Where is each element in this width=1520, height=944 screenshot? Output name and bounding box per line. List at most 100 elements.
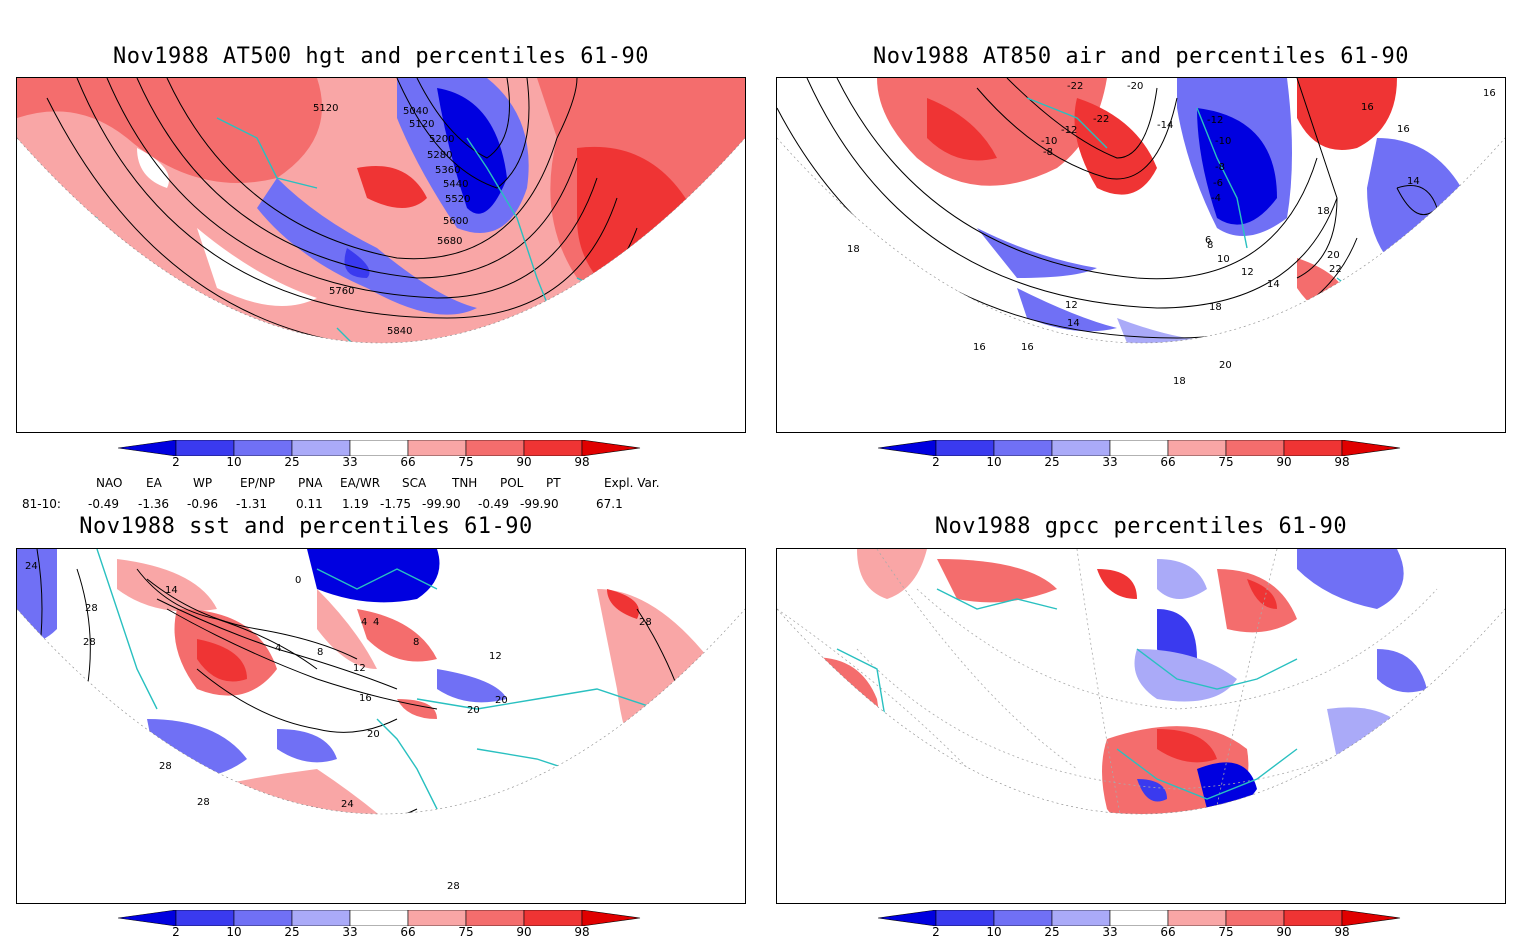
colorbar-swatch [523, 440, 583, 456]
colorbar-label: 66 [400, 455, 416, 469]
colorbar-swatch [1225, 440, 1285, 456]
colorbar-label: 66 [400, 925, 416, 939]
index-header: PT [546, 476, 561, 490]
contour-label: 12 [353, 663, 366, 674]
contour-label: 8 [413, 637, 419, 648]
contour-label: 5680 [437, 236, 462, 247]
colorbar-swatches [118, 910, 641, 926]
contour-label: 5200 [429, 134, 454, 145]
contour-label: -20 [1127, 81, 1143, 92]
contour-label: -14 [1157, 120, 1173, 131]
title-air850: Nov1988 AT850 air and percentiles 61-90 [872, 44, 1410, 69]
colorbar-swatch [1109, 910, 1169, 926]
index-value: 0.11 [296, 497, 323, 511]
contour-label: 10 [1217, 254, 1230, 265]
map-air850: -22 -20 -12 -10 -8 -22 -14 -12 -10 -8 -6… [776, 77, 1506, 433]
colorbar-swatches [878, 440, 1401, 456]
colorbar-swatch [993, 910, 1053, 926]
map-hgt500: 5120 5040 5120 5200 5280 5360 5440 5520 … [16, 77, 746, 433]
colorbar-hgt500: 2 10 25 33 66 75 90 98 [118, 440, 642, 474]
colorbar-label: 2 [172, 925, 180, 939]
contour-label: 20 [495, 695, 508, 706]
contour-label: -12 [1207, 115, 1223, 126]
colorbar-label: 98 [1334, 455, 1350, 469]
colorbar-swatch [1051, 440, 1111, 456]
colorbar-label: 10 [986, 925, 1002, 939]
contour-label: 22 [1329, 264, 1342, 275]
contour-label: 18 [1209, 302, 1222, 313]
index-header: PNA [298, 476, 323, 490]
colorbar-swatch [935, 910, 995, 926]
colorbar-swatch [233, 910, 293, 926]
colorbar-swatch [349, 440, 409, 456]
colorbar-swatch [291, 440, 351, 456]
contour-label: 18 [1317, 206, 1330, 217]
contour-label: 16 [1397, 124, 1410, 135]
colorbar-swatch [291, 910, 351, 926]
colorbar-label: 33 [342, 455, 358, 469]
index-header: TNH [452, 476, 478, 490]
map-gpcc-svg [777, 549, 1505, 815]
colorbar-swatch [1341, 440, 1401, 456]
contour-label: 5040 [403, 106, 428, 117]
index-header: POL [500, 476, 524, 490]
index-header: EA/WR [340, 476, 381, 490]
contour-label: 5840 [387, 326, 412, 337]
contour-label: 28 [639, 617, 652, 628]
colorbar-label: 25 [1044, 455, 1060, 469]
colorbar-label: 10 [226, 455, 242, 469]
colorbar-label: 98 [574, 455, 590, 469]
colorbar-air850: 2 10 25 33 66 75 90 98 [878, 440, 1402, 474]
contour-label: 5280 [427, 150, 452, 161]
colorbar-swatches [118, 440, 641, 456]
contour-label: 14 [1267, 279, 1280, 290]
colorbar-swatch [935, 440, 995, 456]
contour-label: 20 [367, 729, 380, 740]
contour-label: -10 [1215, 136, 1231, 147]
colorbar-swatch [1051, 910, 1111, 926]
contour-label: 28 [85, 603, 98, 614]
contour-label: 16 [1483, 88, 1496, 99]
colorbar-label: 10 [226, 925, 242, 939]
contour-label: 5120 [313, 103, 338, 114]
contour-label: 18 [1173, 376, 1186, 387]
colorbar-label: 2 [172, 455, 180, 469]
index-header: WP [193, 476, 213, 490]
contour-label: 18 [847, 244, 860, 255]
contour-label: 0 [295, 575, 301, 586]
index-header: NAO [96, 476, 123, 490]
colorbar-swatch [465, 910, 525, 926]
index-value: 67.1 [596, 497, 623, 511]
contour-label: -10 [1041, 136, 1057, 147]
contour-label: 4 [275, 643, 281, 654]
contour-label: 5440 [443, 179, 468, 190]
contour-label: 28 [197, 797, 210, 808]
colorbar-label: 10 [986, 455, 1002, 469]
colorbar-swatch [581, 910, 641, 926]
colorbar-swatch [118, 910, 177, 926]
contour-label: 16 [359, 693, 372, 704]
map-air850-svg: -22 -20 -12 -10 -8 -22 -14 -12 -10 -8 -6… [777, 78, 1505, 387]
map-gpcc [776, 548, 1506, 904]
colorbar-label: 2 [932, 925, 940, 939]
colorbar-swatch [175, 910, 235, 926]
contour-label: 16 [1021, 342, 1034, 353]
colorbar-label: 25 [284, 455, 300, 469]
colorbar-swatch [1283, 910, 1343, 926]
contour-label: 20 [1219, 360, 1232, 371]
contour-label: 12 [489, 651, 502, 662]
map-sst-svg: 24 28 14 28 0 4 4 4 8 12 16 20 20 20 12 … [17, 549, 745, 892]
index-value: -1.75 [380, 497, 412, 511]
map-hgt500-svg: 5120 5040 5120 5200 5280 5360 5440 5520 … [17, 78, 745, 344]
colorbar-swatch [407, 910, 467, 926]
colorbar-label: 75 [1218, 925, 1234, 939]
colorbar-swatch [878, 910, 937, 926]
contour-label: 5520 [445, 194, 470, 205]
index-value: 1.19 [342, 497, 369, 511]
contour-label: -22 [1093, 114, 1109, 125]
contour-label: 24 [341, 799, 354, 810]
colorbar-label: 75 [458, 925, 474, 939]
colorbar-label: 33 [342, 925, 358, 939]
colorbar-swatch [993, 440, 1053, 456]
contour-label: 14 [1067, 318, 1080, 329]
